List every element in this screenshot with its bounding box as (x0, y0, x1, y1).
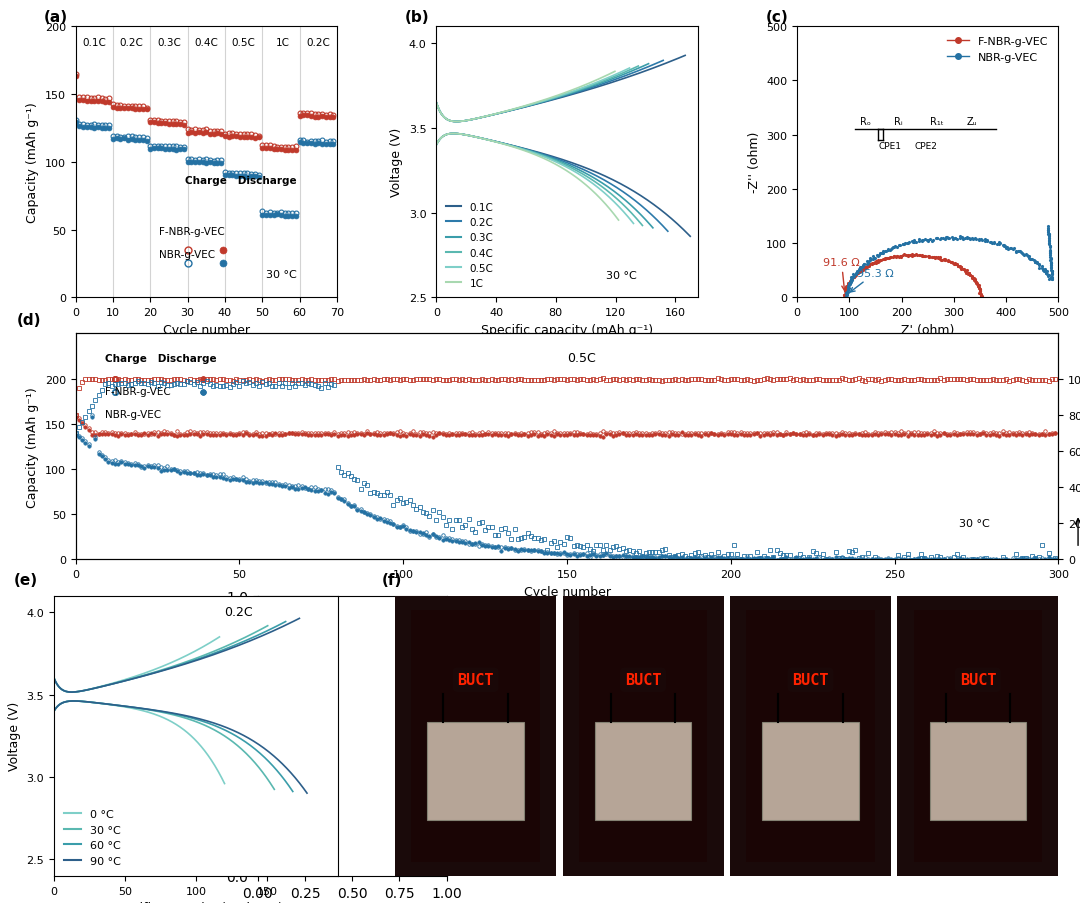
Text: NBR-g-VEC: NBR-g-VEC (159, 249, 215, 259)
Text: 0.5C: 0.5C (232, 38, 256, 48)
Text: (f): (f) (382, 573, 403, 588)
Text: 0.1C: 0.1C (82, 38, 106, 48)
Text: 0.5C: 0.5C (567, 351, 596, 364)
Text: Rᵢ: Rᵢ (894, 116, 903, 126)
Text: 30 °C: 30 °C (266, 270, 296, 280)
Text: Rₒ: Rₒ (860, 116, 870, 126)
X-axis label: Z' (ohm): Z' (ohm) (901, 323, 955, 336)
Text: 0.2C: 0.2C (225, 606, 253, 619)
Y-axis label: Voltage (V): Voltage (V) (8, 702, 21, 770)
Bar (411, 610, 540, 861)
Legend: F-NBR-g-VEC, NBR-g-VEC: F-NBR-g-VEC, NBR-g-VEC (943, 33, 1053, 67)
Bar (428, 722, 524, 820)
Text: CPE2: CPE2 (915, 142, 937, 151)
Text: 0.4C: 0.4C (194, 38, 218, 48)
Bar (762, 722, 859, 820)
Bar (595, 722, 691, 820)
Text: (a): (a) (44, 10, 68, 24)
Text: 30 °C: 30 °C (959, 518, 989, 528)
Text: 95.3 Ω: 95.3 Ω (850, 268, 894, 293)
Text: CPE1: CPE1 (878, 142, 901, 151)
Bar (914, 610, 1042, 861)
Text: BUCT: BUCT (793, 673, 828, 687)
X-axis label: Cycle number: Cycle number (524, 585, 610, 598)
Text: (b): (b) (405, 10, 430, 24)
Legend: 0 °C, 30 °C, 60 °C, 90 °C: 0 °C, 30 °C, 60 °C, 90 °C (59, 805, 125, 870)
Text: Zᵤ: Zᵤ (967, 116, 977, 126)
Y-axis label: Capacity (mAh g⁻¹): Capacity (mAh g⁻¹) (26, 386, 39, 507)
Text: 30 °C: 30 °C (606, 271, 637, 281)
Text: R₁ₜ: R₁ₜ (930, 116, 944, 126)
Text: 91.6 Ω: 91.6 Ω (823, 257, 860, 291)
Text: BUCT: BUCT (625, 673, 661, 687)
Text: NBR-g-VEC: NBR-g-VEC (105, 410, 161, 420)
Text: 0.2C: 0.2C (120, 38, 144, 48)
Legend: 0.1C, 0.2C, 0.3C, 0.4C, 0.5C, 1C: 0.1C, 0.2C, 0.3C, 0.4C, 0.5C, 1C (442, 199, 498, 293)
X-axis label: Cycle number: Cycle number (163, 323, 249, 336)
Y-axis label: -Z'' (ohm): -Z'' (ohm) (747, 132, 760, 193)
Text: BUCT: BUCT (960, 673, 996, 687)
Text: (e): (e) (14, 573, 38, 588)
Text: 1C: 1C (275, 38, 289, 48)
Bar (579, 610, 707, 861)
Y-axis label: Capacity (mAh g⁻¹): Capacity (mAh g⁻¹) (26, 102, 39, 223)
Bar (930, 722, 1026, 820)
Y-axis label: Voltage (V): Voltage (V) (390, 128, 403, 197)
Text: 0.3C: 0.3C (157, 38, 180, 48)
Text: BUCT: BUCT (457, 673, 494, 687)
Text: (d): (d) (16, 313, 41, 328)
Text: Charge   Discharge: Charge Discharge (186, 176, 297, 186)
Text: F-NBR-g-VEC: F-NBR-g-VEC (105, 387, 171, 397)
Bar (746, 610, 875, 861)
Text: (c): (c) (766, 10, 788, 24)
X-axis label: Specific Capacity (mAh g⁻¹): Specific Capacity (mAh g⁻¹) (109, 901, 283, 903)
Text: Charge   Discharge: Charge Discharge (105, 353, 217, 363)
Text: F-NBR-g-VEC: F-NBR-g-VEC (159, 227, 225, 237)
Text: 0.2C: 0.2C (307, 38, 330, 48)
X-axis label: Specific capacity (mAh g⁻¹): Specific capacity (mAh g⁻¹) (481, 323, 653, 336)
